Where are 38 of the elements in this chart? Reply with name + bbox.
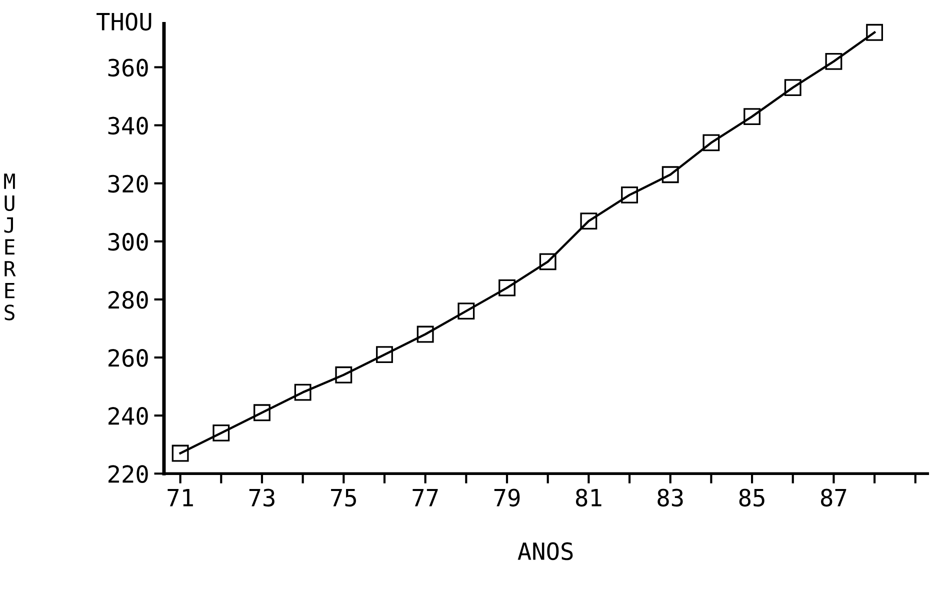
point bbox=[254, 404, 270, 422]
y-tick-label: 320 bbox=[108, 174, 148, 193]
point bbox=[172, 444, 189, 462]
point bbox=[662, 166, 679, 184]
y-tick-label: 280 bbox=[108, 290, 148, 309]
y-tick-label: 260 bbox=[108, 349, 148, 367]
point bbox=[294, 384, 312, 401]
y-tick-label: 240 bbox=[108, 407, 148, 425]
point bbox=[744, 108, 761, 126]
point bbox=[212, 424, 230, 442]
x-tick-label: 81 bbox=[576, 488, 602, 507]
point bbox=[784, 79, 802, 96]
x-tick-label: 75 bbox=[331, 489, 356, 507]
y-tick-label: 360 bbox=[108, 58, 148, 77]
text: THOU bbox=[96, 12, 152, 31]
point bbox=[416, 326, 434, 343]
point bbox=[539, 253, 556, 270]
x-tick-label: 83 bbox=[658, 488, 683, 507]
point bbox=[498, 279, 516, 296]
point bbox=[376, 346, 393, 364]
point bbox=[458, 302, 475, 320]
x-tick-label: 79 bbox=[494, 488, 520, 507]
point bbox=[702, 134, 720, 152]
point bbox=[621, 186, 638, 204]
y-tick-label: 220 bbox=[108, 465, 148, 483]
x-axis-title: ANOS bbox=[518, 542, 573, 560]
point bbox=[825, 52, 842, 70]
x-tick-label: 73 bbox=[249, 488, 274, 507]
x-tick-label: 85 bbox=[739, 488, 764, 507]
y-tick-label: 340 bbox=[108, 116, 148, 135]
point bbox=[335, 366, 352, 384]
x-tick-label: 71 bbox=[168, 489, 193, 506]
point bbox=[580, 212, 598, 230]
x-tick-label: 77 bbox=[412, 489, 438, 506]
y-tick-label: 300 bbox=[108, 232, 148, 251]
x-tick-label: 87 bbox=[821, 488, 846, 507]
point bbox=[866, 24, 884, 41]
y-axis-title: MUJERES bbox=[4, 174, 16, 320]
